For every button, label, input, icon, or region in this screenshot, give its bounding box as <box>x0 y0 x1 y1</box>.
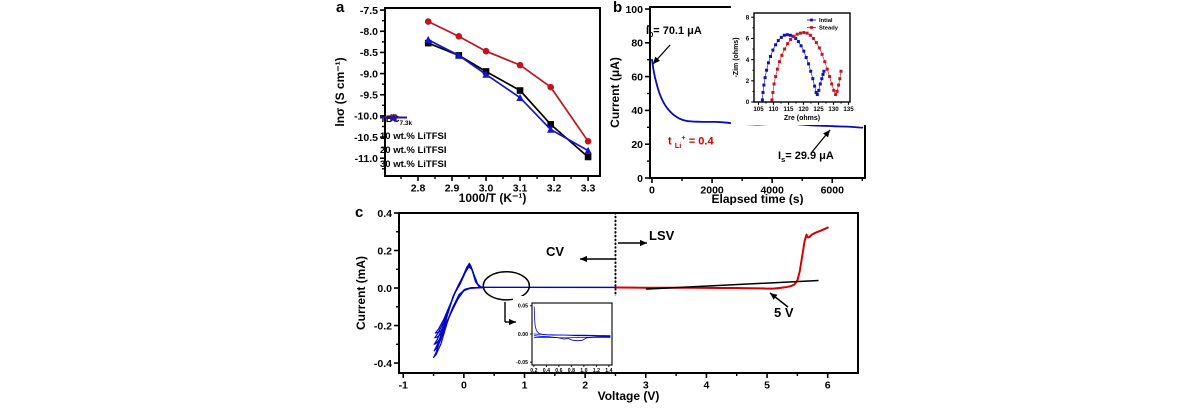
svg-text:3.3: 3.3 <box>581 183 596 195</box>
svg-text:Elapsed time (s): Elapsed time (s) <box>711 192 803 205</box>
svg-text:2.9: 2.9 <box>445 183 460 195</box>
svg-text:-0.2: -0.2 <box>374 320 392 332</box>
svg-text:0.2: 0.2 <box>530 368 537 374</box>
panel-b-label: b <box>613 0 623 16</box>
svg-text:0: 0 <box>746 99 750 106</box>
svg-text:-10.5: -10.5 <box>354 132 378 144</box>
svg-text:0.05: 0.05 <box>518 304 528 310</box>
svg-text:Intial: Intial <box>819 18 833 24</box>
annotation-cv: CV <box>546 244 565 259</box>
svg-text:6: 6 <box>825 380 831 392</box>
svg-text:Current (mA): Current (mA) <box>354 256 368 330</box>
svg-text:125: 125 <box>813 106 824 113</box>
svg-text:-0.4: -0.4 <box>374 358 392 370</box>
legend-item: 30 wt.% LiTFSI <box>380 113 447 172</box>
panel-c-label: c <box>355 204 364 221</box>
annotation-tli: t Li+ = 0.4 <box>668 133 714 150</box>
svg-text:135: 135 <box>843 106 854 113</box>
svg-text:1000/T (K⁻¹): 1000/T (K⁻¹) <box>459 191 527 205</box>
legend-item: 10 wt.% LiTFSI <box>380 114 447 144</box>
svg-text:20: 20 <box>631 139 643 151</box>
svg-text:60: 60 <box>631 71 643 83</box>
annotation-fivev: 5 V <box>774 305 794 320</box>
svg-text:1.4: 1.4 <box>605 368 612 374</box>
svg-text:3: 3 <box>643 380 649 392</box>
panel-a-legend: TBC7.3k 10 wt.% LiTFSI 20 wt.% LiTFSI 30 wt… <box>380 113 447 172</box>
svg-text:0.0: 0.0 <box>377 283 392 295</box>
legend-title: TBC7.3k <box>380 114 413 127</box>
panel-a: 2.8 2.9 3.0 3.1 3.2 3.3 -7.5 -8.0 -8.5 -9.0 -9.5 -1… <box>330 0 610 205</box>
panel-b: 0 2000 4000 6000 0 20 40 60 80 100 Elapsed time (s… <box>610 0 902 205</box>
svg-text:1.2: 1.2 <box>593 368 600 374</box>
panel-a-label: a <box>336 0 345 16</box>
svg-text:-9.0: -9.0 <box>360 68 378 80</box>
svg-text:0.4: 0.4 <box>377 208 392 220</box>
svg-text:4: 4 <box>703 380 709 392</box>
annotation-lsv: LSV <box>649 228 675 243</box>
svg-text:40: 40 <box>631 105 643 117</box>
svg-text:0.2: 0.2 <box>377 245 392 257</box>
svg-text:-8.5: -8.5 <box>360 47 378 59</box>
svg-text:Voltage (V): Voltage (V) <box>598 389 660 403</box>
svg-text:1.0: 1.0 <box>580 368 587 374</box>
annotation-is: Is= 29.9 μA <box>778 150 834 165</box>
svg-text:Steady: Steady <box>819 26 839 32</box>
svg-text:6: 6 <box>746 36 750 43</box>
svg-text:115: 115 <box>784 106 795 113</box>
panel-c-svg: -1 0 1 2 3 4 5 6 -0.4 -0.2 0.0 0.2 0.4 Voltage (V) Cur… <box>354 208 859 403</box>
svg-text:0: 0 <box>649 185 655 197</box>
svg-text:4: 4 <box>746 57 750 64</box>
svg-text:2: 2 <box>582 380 588 392</box>
svg-text:-8.0: -8.0 <box>360 26 378 38</box>
svg-text:5: 5 <box>764 380 770 392</box>
panel-a-svg: 2.8 2.9 3.0 3.1 3.2 3.3 -7.5 -8.0 -8.5 -9.0 -9.5 -1… <box>333 5 601 205</box>
svg-text:120: 120 <box>798 106 809 113</box>
svg-text:80: 80 <box>631 38 643 50</box>
svg-text:lnσ (S cm⁻¹): lnσ (S cm⁻¹) <box>333 57 347 126</box>
svg-text:-7.5: -7.5 <box>360 5 378 17</box>
svg-text:105: 105 <box>753 106 764 113</box>
svg-text:Current (μA): Current (μA) <box>610 57 622 128</box>
svg-text:8: 8 <box>746 14 750 21</box>
legend-item-label: 30 wt.% LiTFSI <box>380 159 447 171</box>
svg-text:0.4: 0.4 <box>543 368 550 374</box>
svg-text:-10.0: -10.0 <box>354 111 378 123</box>
legend-item-label: 10 wt.% LiTFSI <box>380 131 447 143</box>
svg-text:-0.05: -0.05 <box>516 360 528 366</box>
svg-text:0.6: 0.6 <box>555 368 562 374</box>
svg-text:0: 0 <box>461 380 467 392</box>
svg-text:2000: 2000 <box>700 185 724 197</box>
svg-text:Zre (ohms): Zre (ohms) <box>784 115 820 122</box>
legend-item-label: 20 wt.% LiTFSI <box>380 145 447 157</box>
svg-text:3.0: 3.0 <box>479 183 494 195</box>
annotation-i0: I0= 70.1 μA <box>646 25 702 40</box>
svg-text:-11.0: -11.0 <box>355 153 379 165</box>
svg-text:4000: 4000 <box>760 185 784 197</box>
svg-text:1: 1 <box>522 380 528 392</box>
svg-text:100: 100 <box>625 4 643 16</box>
svg-text:0.00: 0.00 <box>518 332 528 338</box>
svg-text:110: 110 <box>769 106 780 113</box>
legend-marker-triangle-icon <box>380 113 407 121</box>
svg-text:3.1: 3.1 <box>513 183 528 195</box>
svg-text:-Zim (ohms): -Zim (ohms) <box>733 37 740 77</box>
legend-item: 20 wt.% LiTFSI <box>380 114 447 158</box>
svg-text:6000: 6000 <box>821 185 845 197</box>
svg-text:3.2: 3.2 <box>547 183 562 195</box>
svg-text:130: 130 <box>828 106 839 113</box>
svg-text:0: 0 <box>637 173 643 185</box>
svg-text:2.8: 2.8 <box>411 183 426 195</box>
svg-text:-1: -1 <box>399 380 408 392</box>
svg-text:2: 2 <box>746 78 750 85</box>
svg-text:-9.5: -9.5 <box>360 90 378 102</box>
svg-text:0.8: 0.8 <box>568 368 575 374</box>
panel-c: -1 0 1 2 3 4 5 6 -0.4 -0.2 0.0 0.2 0.4 Voltage (V) Cur… <box>350 205 880 410</box>
